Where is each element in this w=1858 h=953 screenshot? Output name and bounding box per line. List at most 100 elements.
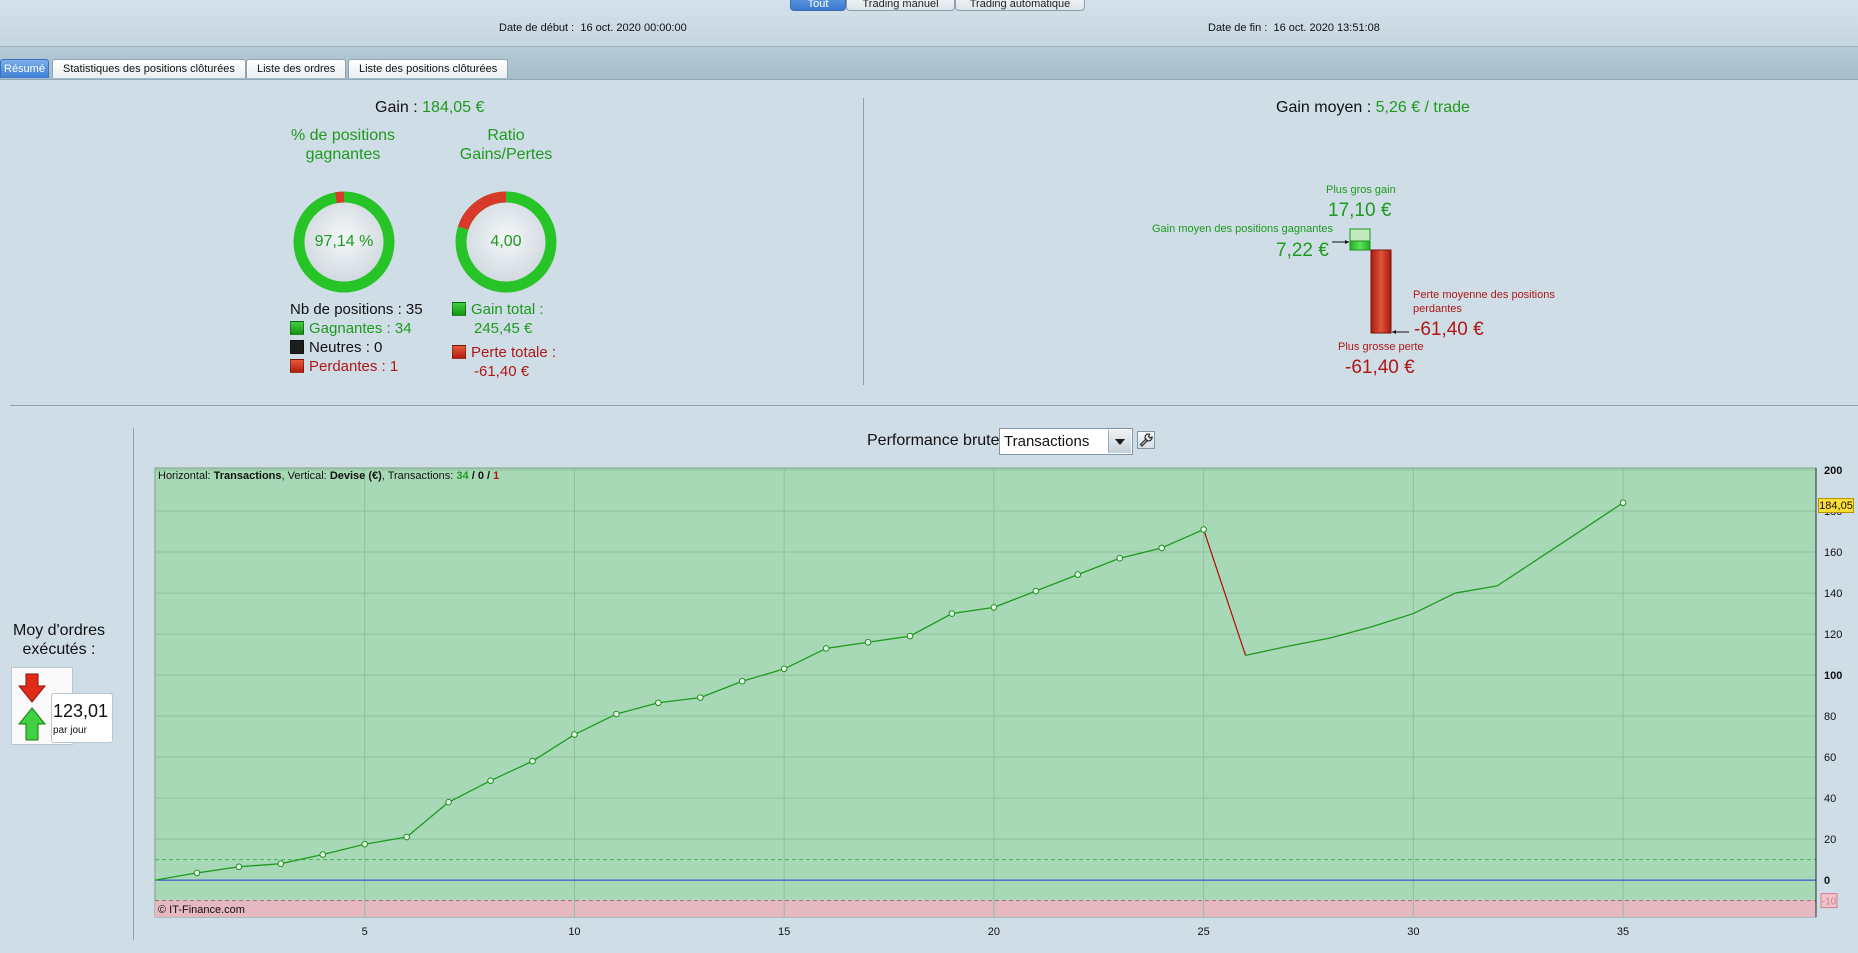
section-divider (10, 405, 1858, 406)
win-percentage-title: % de positions gagnantes (290, 127, 396, 163)
series-segment (1329, 626, 1372, 639)
avg-win-arrow-icon (1345, 240, 1349, 244)
data-point (1200, 526, 1207, 533)
chart-left-divider (133, 428, 134, 940)
info-sep-1: / (468, 470, 478, 482)
series-segment (616, 702, 659, 715)
threshold-lines (155, 859, 1816, 902)
mode-all-button[interactable]: Tout (790, 0, 846, 11)
info-transactions-loss: 1 (493, 470, 500, 482)
performance-mode-value: Transactions (1004, 433, 1090, 450)
data-point (1032, 587, 1040, 595)
series-segment (1202, 529, 1247, 656)
green-square-icon (452, 302, 466, 316)
sell-arrow-icon (18, 673, 47, 703)
x-tick-label: 20 (988, 926, 1000, 938)
orders-label: Moy d'ordres exécutés : (13, 622, 105, 658)
y-tick-label: 160 (1824, 547, 1842, 559)
mode-manual-button[interactable]: Trading manuel (846, 0, 955, 11)
series-segment (1496, 557, 1540, 587)
series-segment (1580, 502, 1624, 532)
series-segment (867, 635, 911, 643)
tab-summary[interactable]: Résumé (0, 59, 49, 78)
series-segment (993, 590, 1037, 609)
y-tick-label: 100 (1824, 670, 1842, 682)
series-line (154, 502, 1624, 881)
end-date: Date de fin : 16 oct. 2020 13:51:08 (1208, 22, 1380, 34)
mode-auto-button[interactable]: Trading automatique (955, 0, 1085, 11)
y-axis-ticks: 200180160140120100806040200-10 (1820, 465, 1842, 909)
data-point (403, 833, 410, 841)
series-segment (280, 853, 323, 865)
win-donut-loss-arc (334, 191, 345, 204)
data-point (487, 777, 494, 784)
data-point (1116, 554, 1124, 562)
series-segment (154, 872, 198, 881)
series-segment (1287, 637, 1330, 648)
data-point (1074, 571, 1082, 578)
series-segment (322, 843, 365, 856)
dropdown-button[interactable] (1108, 430, 1131, 453)
avg-loss-label-line1: Perte moyenne des positions (1413, 289, 1555, 301)
win-percentage-donut (293, 191, 395, 293)
series-segment (532, 733, 575, 762)
avg-loss-label-line2: perdantes (1413, 303, 1462, 315)
legend-loss-total: Perte totale : (452, 344, 556, 361)
performance-title: Performance brute (867, 432, 1000, 449)
biggest-loss-value: -61,40 € (1345, 357, 1415, 378)
buy-arrow-icon (18, 707, 47, 741)
start-date: Date de début : 16 oct. 2020 00:00:00 (499, 22, 687, 34)
series-segment (1119, 547, 1162, 559)
orders-value: 123,01 (53, 701, 109, 721)
y-tick-label: 200 (1824, 465, 1842, 477)
y-tick-label: 120 (1824, 629, 1842, 641)
biggest-gain-label: Plus gros gain (1326, 184, 1396, 196)
tab-orders-list[interactable]: Liste des ordres (246, 59, 347, 78)
start-date-value: 16 oct. 2020 00:00:00 (580, 22, 687, 34)
info-vertical-value: Devise (€) (329, 470, 382, 482)
gain-value: 184,05 € (422, 99, 485, 116)
ratio-donut-center (463, 199, 549, 285)
avg-gain-label: Gain moyen : (1276, 99, 1372, 116)
performance-mode-select[interactable]: Transactions (999, 428, 1133, 455)
info-vertical-label: , Vertical: (281, 470, 327, 482)
chart-settings-button[interactable] (1137, 431, 1155, 449)
info-transactions-neutral: 0 (477, 470, 484, 482)
average-gain-heading: Gain moyen : 5,26 € / trade (1276, 99, 1470, 117)
loss-total-value: -61,40 € (474, 363, 530, 380)
series-segment (364, 836, 407, 845)
neutral-text: Neutres : 0 (309, 339, 383, 356)
orders-unit: par jour (53, 725, 87, 736)
avg-gain-value: 5,26 € / trade (1375, 99, 1470, 116)
legend-winners: Gagnantes : 34 (290, 320, 412, 337)
data-point (1619, 499, 1627, 507)
series-segment (490, 760, 533, 782)
data-point (948, 610, 956, 617)
green-square-icon (290, 321, 304, 335)
data-point (822, 645, 830, 652)
last-value-badge: 184,05 (1818, 498, 1854, 513)
ratio-donut-loss-arc (457, 191, 507, 231)
gain-loss-bars (1332, 228, 1409, 334)
data-point (655, 699, 662, 707)
legend-losers: Perdantes : 1 (290, 358, 398, 375)
info-sep-2: / (483, 470, 494, 482)
tab-bar: Résumé Statistiques des positions clôtur… (0, 47, 1858, 80)
grid-lines (155, 468, 1816, 917)
x-tick-label: 5 (362, 926, 368, 938)
x-tick-label: 25 (1197, 926, 1209, 938)
gain-label: Gain : (375, 99, 418, 116)
plot-area (154, 467, 1817, 918)
y-tick-label: -10 (1822, 897, 1837, 908)
red-square-icon (452, 345, 466, 359)
tab-closed-positions-stats[interactable]: Statistiques des positions clôturées (52, 59, 246, 78)
winners-text: Gagnantes : 34 (309, 320, 412, 337)
avg-loss-arrow-icon (1392, 330, 1396, 334)
series-segment (826, 641, 869, 650)
x-tick-label: 10 (568, 926, 580, 938)
series-segment (1413, 592, 1456, 615)
series-markers (193, 499, 1627, 877)
wrench-icon (1139, 433, 1153, 447)
chart-copyright: © IT-Finance.com (158, 904, 245, 916)
tab-closed-positions-list[interactable]: Liste des positions clôturées (348, 59, 509, 78)
